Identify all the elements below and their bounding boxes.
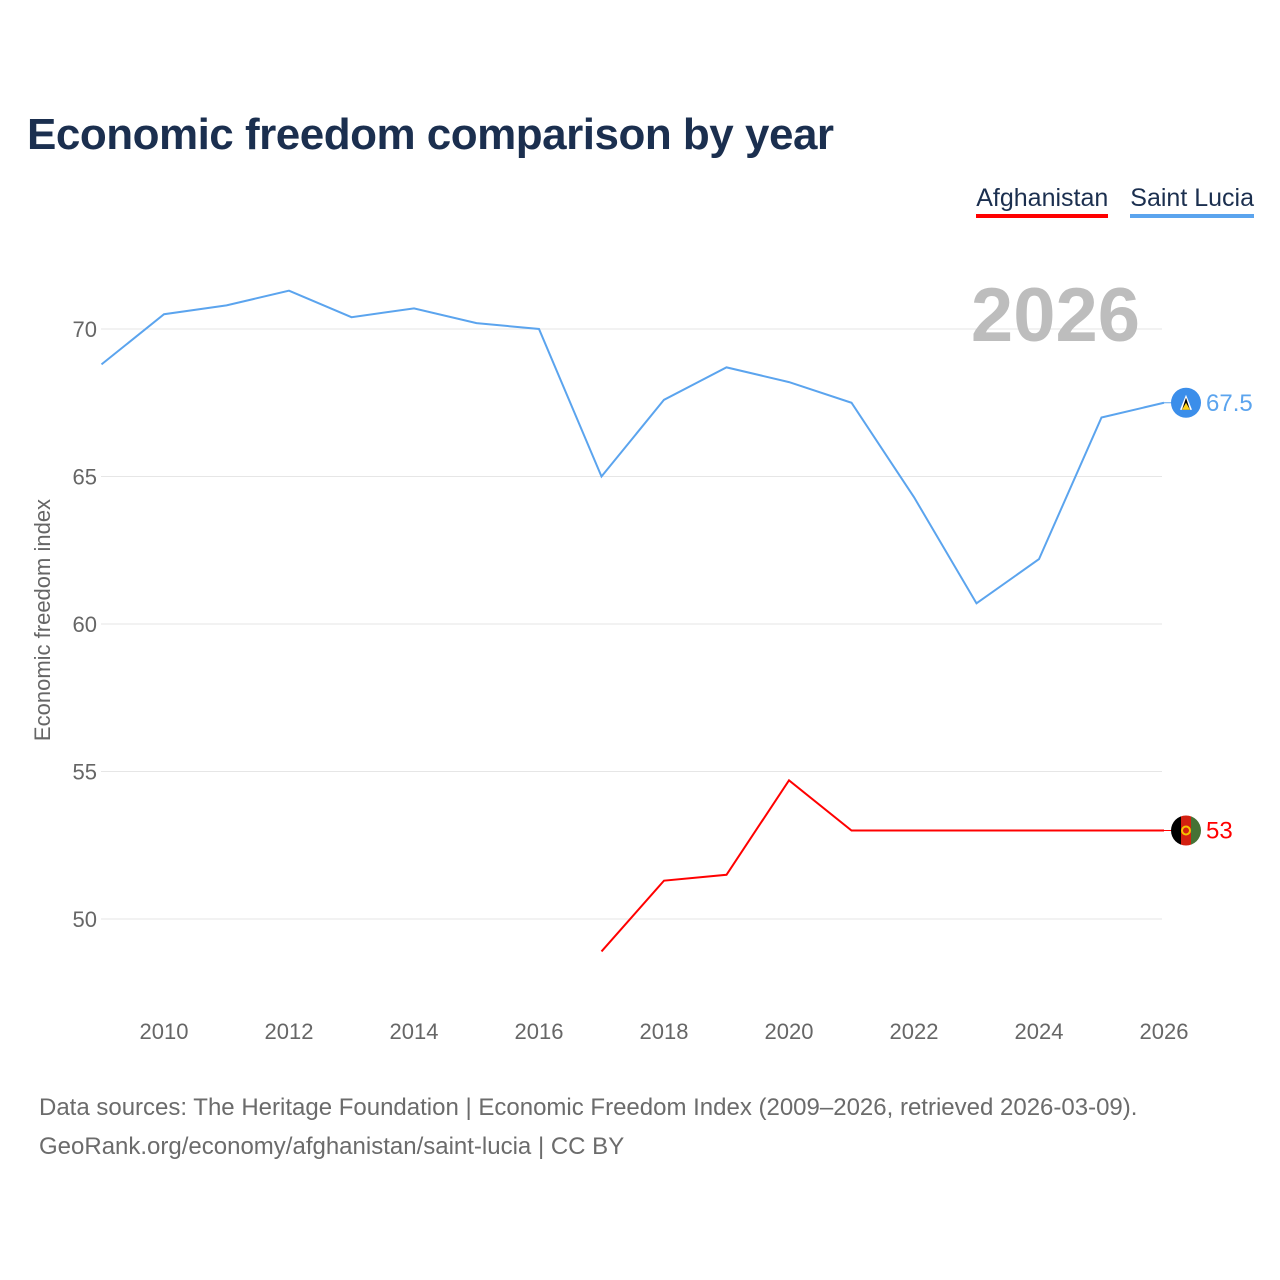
saint-lucia-flag-icon <box>1171 387 1201 418</box>
footer: Data sources: The Heritage Foundation | … <box>39 1088 1137 1166</box>
x-tick-label: 2024 <box>1015 1019 1064 1044</box>
y-tick-label: 70 <box>73 317 97 342</box>
chart-title: Economic freedom comparison by year <box>27 110 834 159</box>
x-tick-label: 2016 <box>515 1019 564 1044</box>
year-overlay: 2026 <box>971 273 1140 358</box>
y-tick-label: 55 <box>73 760 97 785</box>
series-line-saint-lucia <box>100 289 1165 605</box>
x-tick-label: 2010 <box>140 1019 189 1044</box>
legend-item-afghanistan[interactable]: Afghanistan <box>976 184 1109 218</box>
x-tick-label: 2012 <box>265 1019 314 1044</box>
x-tick-label: 2026 <box>1140 1019 1189 1044</box>
y-axis-label: Economic freedom index <box>30 499 55 741</box>
footer-sources: Data sources: The Heritage Foundation | … <box>39 1094 1138 1121</box>
y-tick-label: 60 <box>73 612 97 637</box>
afghanistan-flag-icon <box>1171 815 1201 846</box>
x-tick-label: 2022 <box>890 1019 939 1044</box>
legend: Afghanistan Saint Lucia <box>976 184 1254 218</box>
legend-item-saint-lucia[interactable]: Saint Lucia <box>1130 184 1254 218</box>
footer-link[interactable]: GeoRank.org/economy/afghanistan/saint-lu… <box>39 1133 625 1160</box>
line-chart: 50 55 60 65 70 2010 2012 2014 2016 2018 2020 2022 20… <box>30 273 1253 1044</box>
series-line-afghanistan <box>600 778 1164 953</box>
x-tick-label: 2014 <box>390 1019 439 1044</box>
end-value-label: 53 <box>1206 818 1233 845</box>
y-tick-label: 65 <box>73 465 97 490</box>
x-tick-label: 2018 <box>640 1019 689 1044</box>
end-value-label: 67.5 <box>1206 390 1253 417</box>
x-tick-label: 2020 <box>765 1019 814 1044</box>
y-tick-label: 50 <box>73 907 97 932</box>
